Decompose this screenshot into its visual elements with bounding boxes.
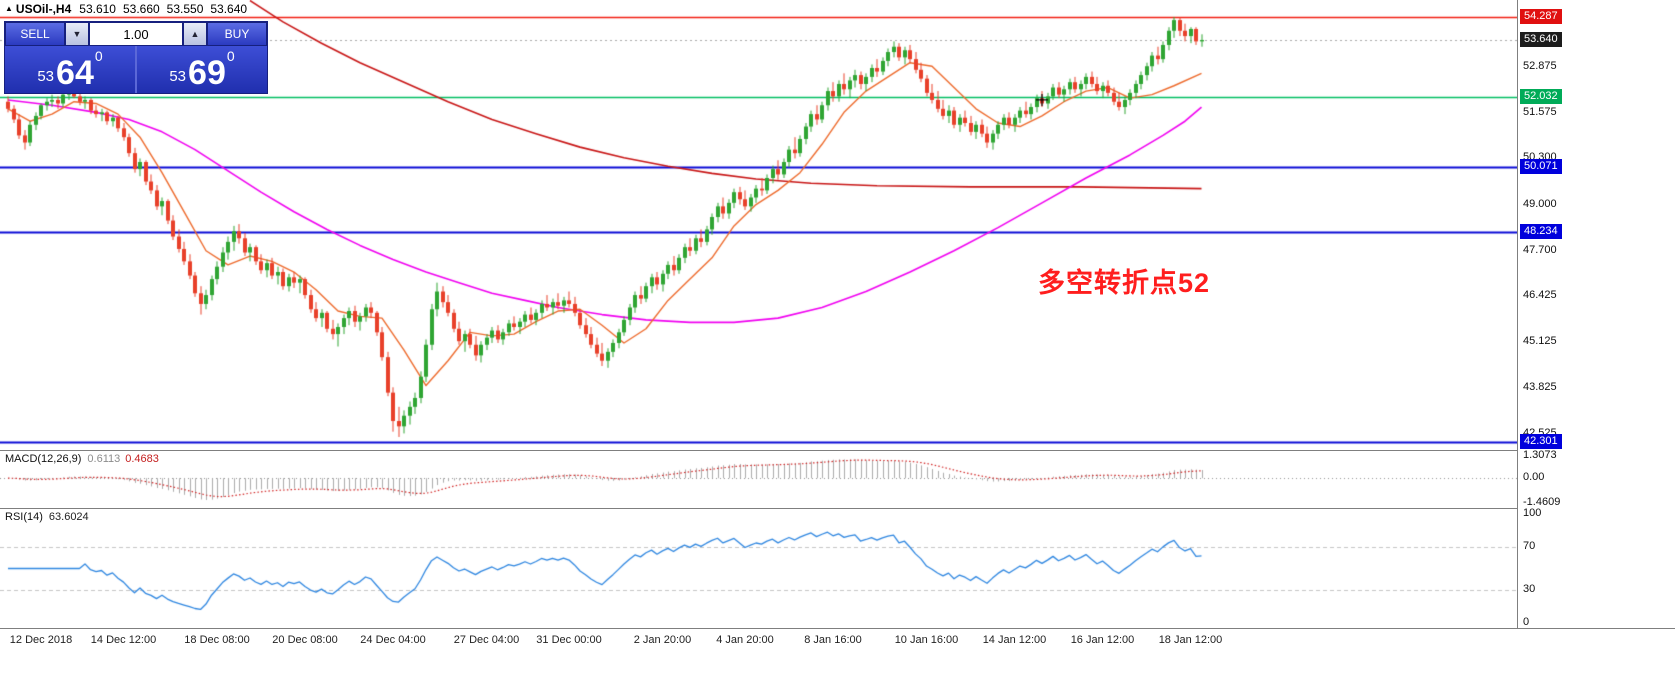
time-axis-label: 18 Dec 08:00: [184, 634, 250, 646]
price-axis-tick-label: 45.125: [1523, 335, 1557, 348]
price-axis-tick-label: 51.575: [1523, 106, 1557, 119]
buy-price-prefix: 53: [169, 68, 187, 85]
price-level-tag: 42.301: [1520, 434, 1562, 450]
time-axis-label: 24 Dec 04:00: [360, 634, 426, 646]
price-divider: [135, 46, 137, 93]
rsi-panel-separator: [0, 508, 1675, 509]
time-axis-label: 10 Jan 16:00: [894, 634, 959, 646]
symbol-marker-icon: ▲: [5, 4, 13, 13]
rsi-scale-label: 30: [1523, 583, 1536, 596]
ohlc-high: 53.660: [122, 2, 160, 16]
chart-annotation-text: 多空转折点52: [1038, 268, 1211, 298]
buy-price-pipette: 0: [226, 48, 235, 64]
price-axis: 52.875 51.575 50.300 49.000 47.700 46.425 45.1…: [1517, 0, 1675, 628]
macd-scale-label: -1.4609: [1523, 496, 1561, 508]
time-axis-label: 8 Jan 16:00: [804, 634, 862, 646]
price-axis-tick-label: 52.875: [1523, 60, 1557, 73]
macd-name: MACD(12,26,9): [5, 453, 82, 465]
sell-button[interactable]: SELL: [5, 22, 65, 46]
time-axis-label: 14 Jan 12:00: [982, 634, 1047, 646]
time-axis-label: 31 Dec 00:00: [536, 634, 602, 646]
ohlc-open: 53.610: [79, 2, 116, 16]
time-axis-label: 18 Jan 12:00: [1158, 634, 1223, 646]
time-axis-separator: [0, 628, 1675, 629]
sell-price-prefix: 53: [37, 68, 55, 85]
buy-price-big-digits: 69: [188, 54, 226, 93]
macd-main-value: 0.6113: [87, 453, 121, 465]
time-axis-label: 14 Dec 12:00: [90, 634, 157, 646]
time-axis-label: 16 Jan 12:00: [1070, 634, 1135, 646]
buy-price-button[interactable]: 53 69 0: [137, 46, 267, 93]
price-level-tag: 53.640: [1520, 31, 1562, 47]
time-axis: 12 Dec 2018 14 Dec 12:00 18 Dec 08:00 20 De…: [0, 628, 1675, 693]
volume-increase-button[interactable]: ▲: [183, 22, 207, 46]
time-axis-label: 20 Dec 08:00: [272, 634, 338, 646]
rsi-scale-label: 70: [1523, 539, 1536, 552]
price-chart-canvas[interactable]: [0, 0, 1517, 628]
time-axis-label: 2 Jan 20:00: [633, 634, 692, 646]
time-axis-label: 12 Dec 2018: [9, 634, 73, 646]
sell-price-big-digits: 64: [56, 54, 94, 93]
volume-input[interactable]: [89, 22, 183, 46]
rsi-name: RSI(14): [5, 511, 43, 523]
price-level-tag: 48.234: [1520, 223, 1562, 239]
price-axis-tick-label: 46.425: [1523, 288, 1557, 301]
volume-decrease-button[interactable]: ▼: [65, 22, 89, 46]
ohlc-low: 53.550: [166, 2, 204, 16]
macd-scale-label: 1.3073: [1523, 449, 1557, 461]
macd-panel-separator: [0, 450, 1675, 451]
time-axis-label: 4 Jan 20:00: [716, 634, 774, 646]
macd-indicator-label: MACD(12,26,9) 0.6113 0.4683: [5, 453, 159, 465]
price-level-tag: 50.071: [1520, 158, 1562, 174]
trade-panel-top-row: SELL ▼ ▲ BUY: [5, 22, 267, 46]
sell-price-button[interactable]: 53 64 0: [5, 46, 135, 93]
rsi-indicator-label: RSI(14) 63.6024: [5, 511, 89, 523]
chart-symbol-period: USOil-,H4: [15, 2, 72, 16]
trade-panel-price-row: 53 64 0 53 69 0: [5, 46, 267, 93]
rsi-value: 63.6024: [48, 511, 89, 523]
price-axis-tick-label: 47.700: [1523, 243, 1557, 256]
ohlc-close: 53.640: [210, 2, 248, 16]
macd-signal-value: 0.4683: [125, 453, 159, 465]
price-level-tag: 52.032: [1520, 89, 1562, 105]
sell-price-pipette: 0: [94, 48, 103, 64]
price-axis-tick-label: 49.000: [1523, 197, 1557, 210]
time-axis-label: 27 Dec 04:00: [453, 634, 520, 646]
rsi-scale-label: 100: [1523, 507, 1542, 519]
rsi-scale-label: 0: [1523, 616, 1530, 628]
price-axis-tick-label: 43.825: [1523, 381, 1557, 394]
macd-scale-label: 0.00: [1523, 471, 1545, 484]
chart-title: ▲ USOil-,H4 53.610 53.660 53.550 53.640: [5, 2, 254, 16]
buy-button[interactable]: BUY: [207, 22, 267, 46]
price-level-tag: 54.287: [1520, 9, 1562, 25]
